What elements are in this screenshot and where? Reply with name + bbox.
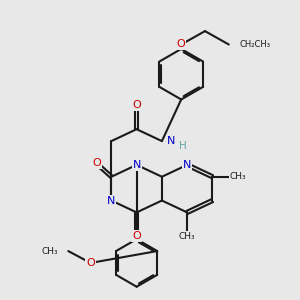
- Text: O: O: [132, 231, 141, 241]
- Text: CH₃: CH₃: [179, 232, 196, 241]
- Text: O: O: [92, 158, 101, 168]
- Text: N: N: [167, 136, 175, 146]
- Text: CH₃: CH₃: [41, 247, 58, 256]
- Text: CH₂CH₃: CH₂CH₃: [239, 40, 270, 49]
- Text: N: N: [183, 160, 191, 170]
- Text: CH₃: CH₃: [230, 172, 246, 181]
- Text: H: H: [179, 140, 187, 151]
- Text: O: O: [132, 100, 141, 110]
- Text: N: N: [107, 196, 116, 206]
- Text: O: O: [177, 40, 186, 50]
- Text: N: N: [132, 160, 141, 170]
- Text: O: O: [86, 258, 95, 268]
